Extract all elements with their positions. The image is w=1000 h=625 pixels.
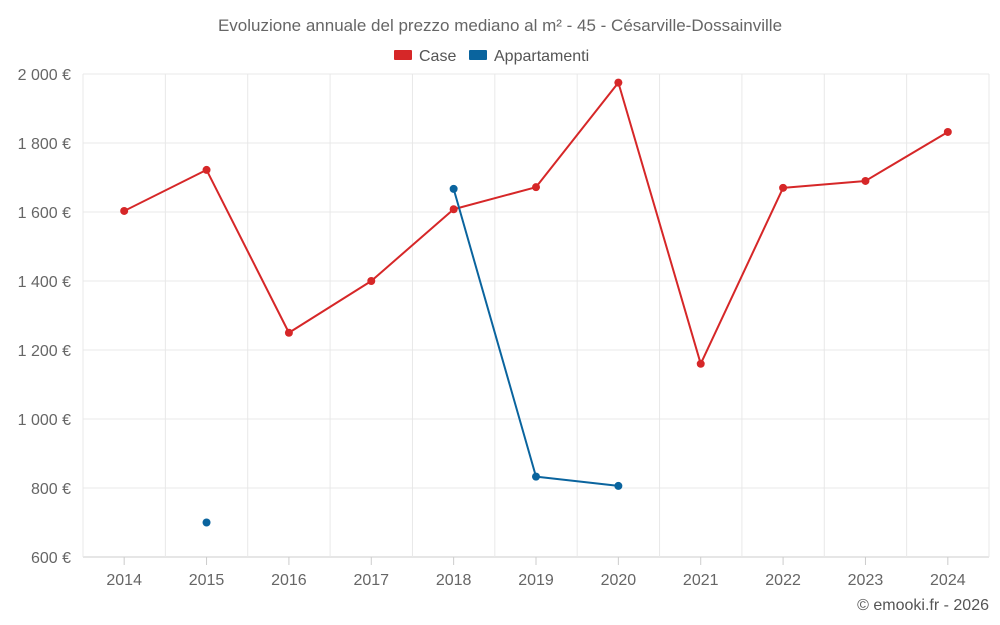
data-point <box>284 328 293 337</box>
y-tick-label: 600 € <box>31 550 71 567</box>
x-tick-label: 2016 <box>271 572 307 589</box>
x-tick-label: 2017 <box>353 572 389 589</box>
data-point <box>367 277 376 285</box>
legend-label: Case <box>419 48 456 65</box>
x-tick-label: 2020 <box>601 572 637 589</box>
y-axis-ticks: 600 € 800 € 1 000 € 1 200 € 1 400 € 1 600 € 1 … <box>18 67 71 567</box>
data-point <box>120 206 129 215</box>
y-tick-label: 800 € <box>31 481 71 498</box>
x-tick-label: 2022 <box>765 572 801 589</box>
data-point <box>532 472 540 481</box>
credit-text: © emooki.fr - 2026 <box>857 597 989 614</box>
y-tick-label: 2 000 € <box>18 67 71 84</box>
data-point <box>532 183 540 192</box>
series-appartamenti <box>202 184 623 527</box>
x-tick-label: 2021 <box>683 572 719 589</box>
data-point <box>614 481 623 490</box>
data-point <box>861 176 870 185</box>
y-tick-label: 1 200 € <box>18 343 71 360</box>
series-layer <box>120 78 952 527</box>
data-point <box>943 127 952 136</box>
x-tick-label: 2024 <box>930 572 966 589</box>
data-point <box>449 205 458 214</box>
series-line <box>452 188 619 487</box>
legend-label: Appartamenti <box>494 48 589 65</box>
x-tick-label: 2023 <box>848 572 884 589</box>
legend-swatch <box>394 50 412 60</box>
y-tick-label: 1 800 € <box>18 136 71 153</box>
series-case <box>120 78 952 368</box>
legend: Case Appartamenti <box>394 48 589 65</box>
x-tick-label: 2014 <box>106 572 142 589</box>
chart-title: Evoluzione annuale del prezzo mediano al… <box>218 16 782 35</box>
x-tick-label: 2019 <box>518 572 554 589</box>
y-tick-label: 1 400 € <box>18 274 71 291</box>
data-point <box>449 184 458 193</box>
data-point <box>779 183 788 192</box>
data-point <box>202 165 211 174</box>
y-tick-label: 1 000 € <box>18 412 71 429</box>
data-point <box>614 78 623 87</box>
x-tick-label: 2015 <box>189 572 225 589</box>
x-axis-ticks: 2014 2015 2016 2017 2018 2019 2020 2021 2022 2023… <box>106 557 966 589</box>
y-tick-label: 1 600 € <box>18 205 71 222</box>
data-point <box>202 518 211 527</box>
gridlines <box>82 73 990 558</box>
legend-swatch <box>469 50 487 60</box>
x-tick-label: 2018 <box>436 572 472 589</box>
data-point <box>696 359 705 368</box>
